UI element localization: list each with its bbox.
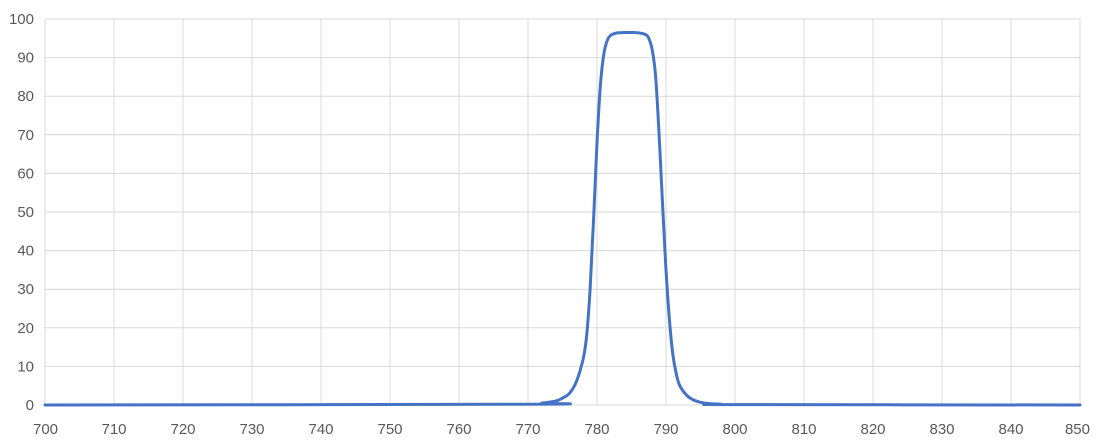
x-tick-label: 830 [929,421,954,438]
y-tick-label: 40 [17,243,34,260]
x-axis-ticks: 700 710 720 730 740 750 760 770 780 790 800 810 820 8… [33,421,1090,438]
y-tick-label: 10 [17,358,34,375]
x-tick-label: 740 [308,421,333,438]
x-tick-label: 770 [515,421,540,438]
series-line [43,30,1082,407]
x-tick-label: 840 [998,421,1023,438]
y-tick-label: 0 [26,397,34,414]
y-tick-label: 50 [17,204,34,221]
x-tick-label: 720 [170,421,195,438]
y-tick-label: 30 [17,281,34,298]
y-tick-label: 80 [17,88,34,105]
x-tick-label: 750 [377,421,402,438]
y-tick-label: 100 [9,11,34,28]
x-tick-label: 760 [446,421,471,438]
y-tick-label: 90 [17,50,34,67]
x-tick-label: 820 [860,421,885,438]
x-tick-label: 710 [101,421,126,438]
series-group [43,30,1082,407]
x-tick-label: 730 [239,421,264,438]
x-tick-label: 810 [791,421,816,438]
y-tick-label: 70 [17,127,34,144]
y-axis-ticks: 0 10 20 30 40 50 60 70 80 90 100 [9,11,34,414]
x-tick-label: 790 [653,421,678,438]
grid [44,18,1081,406]
x-tick-label: 700 [33,421,58,438]
y-tick-label: 60 [17,165,34,182]
x-tick-label: 780 [584,421,609,438]
y-tick-label: 20 [17,320,34,337]
x-tick-label: 850 [1065,421,1090,438]
x-tick-label: 800 [722,421,747,438]
